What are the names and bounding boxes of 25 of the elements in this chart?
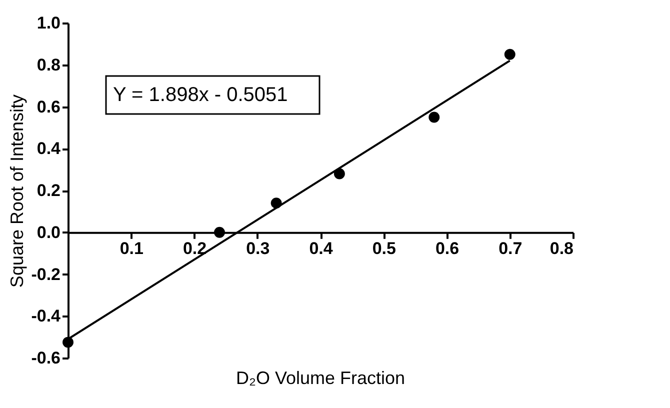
x-tick-label: 0.3: [246, 238, 270, 258]
y-tick-label: 1.0: [36, 14, 60, 32]
y-tick-label: -0.4: [31, 306, 62, 326]
y-axis-title: Square Root of Intensity: [7, 94, 28, 288]
x-tick-label: 0.2: [182, 238, 207, 258]
x-tick-label: 0.5: [372, 238, 396, 258]
y-tick-label: 0.4: [36, 139, 62, 158]
x-tick-label: 0.6: [435, 238, 460, 258]
y-tick-label: 0.6: [36, 97, 60, 116]
x-axis-title: D₂O Volume Fraction: [236, 368, 406, 388]
x-tick-label: 0.7: [498, 238, 522, 258]
annotation: Y = 1.898x - 0.5051: [113, 84, 288, 106]
point: [504, 48, 516, 60]
point: [428, 112, 440, 123]
y-tick-label: 0.8: [36, 55, 60, 74]
y-tick-label: -0.6: [31, 348, 60, 368]
x-tick-label: 0.1: [120, 238, 144, 258]
x-tick-label: 0.8: [550, 238, 574, 258]
y-tick-label: 0.2: [36, 181, 60, 200]
point: [62, 336, 74, 348]
x-tick-label: 0.4: [309, 238, 334, 258]
y-tick-label: -0.2: [31, 264, 60, 284]
point: [214, 226, 225, 238]
y-tick-label: 0.0: [36, 222, 60, 242]
point: [334, 168, 345, 180]
